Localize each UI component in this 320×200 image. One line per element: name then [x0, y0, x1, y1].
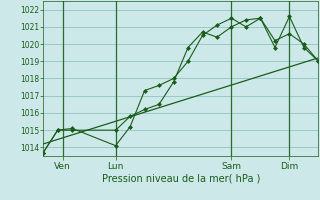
X-axis label: Pression niveau de la mer( hPa ): Pression niveau de la mer( hPa ) — [102, 173, 260, 183]
